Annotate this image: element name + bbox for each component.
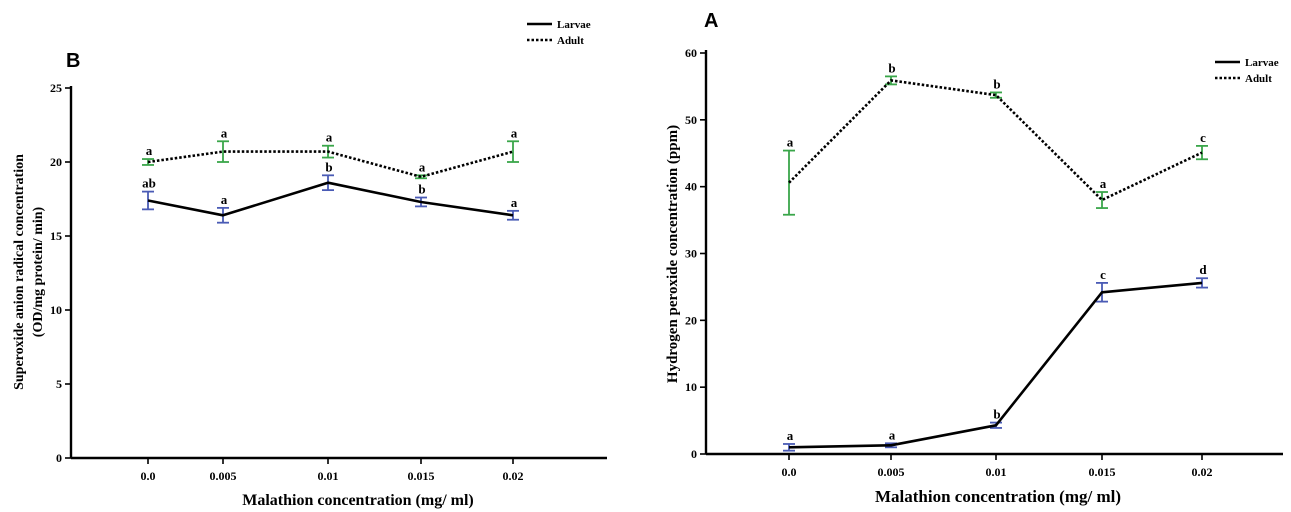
panel-a-x-ticks: 0.0 0.005 0.01 0.015 0.02 [782, 454, 1213, 479]
error-bar [142, 190, 154, 211]
significance-letter: b [993, 76, 1000, 91]
significance-letter: d [1199, 262, 1207, 277]
y-tick-label: 20 [50, 155, 62, 169]
y-tick-label: 25 [50, 81, 62, 95]
panel-b-y-ticks: 0 5 10 15 20 25 [50, 81, 71, 465]
panel-a-y-axis-title: Hydrogen peroxide concentration (ppm) [665, 125, 681, 383]
significance-letter: ab [142, 176, 156, 191]
x-tick-label: 0.02 [1192, 465, 1213, 479]
significance-letter: c [1200, 130, 1206, 145]
y-tick-label: 5 [56, 377, 62, 391]
panel-a-legend: Larvae Adult [1215, 57, 1279, 85]
panel-b-legend: Larvae Adult [527, 19, 591, 47]
y-tick-label: 50 [685, 113, 697, 127]
error-bar [990, 91, 1002, 99]
x-tick-label: 0.0 [141, 469, 156, 483]
series-adult: a b b a c [783, 60, 1208, 216]
significance-letter: a [419, 159, 426, 174]
panel-a-y-ticks: 0 10 20 30 40 50 60 [685, 46, 706, 461]
x-tick-label: 0.01 [318, 469, 339, 483]
error-bar [217, 140, 229, 163]
y-tick-label: 15 [50, 229, 62, 243]
y-tick-label: 20 [685, 313, 697, 327]
significance-letter: a [146, 143, 153, 158]
significance-letter: c [1100, 267, 1106, 282]
y-tick-label: 10 [685, 380, 697, 394]
significance-letter: a [787, 428, 794, 443]
series-line-adult [147, 150, 514, 179]
y-tick-label: 0 [56, 451, 62, 465]
error-bar [1096, 191, 1108, 209]
significance-letter: b [325, 159, 332, 174]
y-tick-label: 40 [685, 180, 697, 194]
panel-b-y-axis-title-line2: (OD/mg protein/ min) [31, 206, 46, 337]
panel-a-legend-label-larvae: Larvae [1245, 57, 1279, 69]
error-bar [1196, 144, 1208, 161]
x-tick-label: 0.015 [1089, 465, 1116, 479]
x-tick-label: 0.005 [878, 465, 905, 479]
significance-letter: a [511, 195, 518, 210]
significance-letter: a [1100, 176, 1107, 191]
y-tick-label: 0 [691, 447, 697, 461]
significance-letter: b [888, 60, 895, 75]
significance-letter: b [418, 182, 425, 197]
x-tick-label: 0.005 [210, 469, 237, 483]
series-line-larvae [788, 281, 1203, 449]
panel-a-legend-label-adult: Adult [1245, 73, 1272, 85]
significance-letter: a [511, 125, 518, 140]
error-bar [783, 443, 795, 452]
series-line-larvae [147, 181, 514, 217]
significance-letter: a [221, 125, 228, 140]
series-line-adult [788, 79, 1203, 202]
y-tick-label: 60 [685, 46, 697, 60]
significance-letter: a [787, 135, 794, 150]
x-tick-label: 0.02 [503, 469, 524, 483]
y-tick-label: 10 [50, 303, 62, 317]
panel-b-x-ticks: 0.0 0.005 0.01 0.015 0.02 [141, 458, 524, 483]
panel-b-legend-label-adult: Adult [557, 35, 584, 47]
significance-letter: a [221, 192, 228, 207]
x-tick-label: 0.015 [408, 469, 435, 483]
significance-letter: a [326, 130, 333, 145]
panel-b-superoxide-chart: B 0 5 10 15 20 25 0.0 0.005 0.01 0.015 0.02 Super… [12, 19, 607, 509]
panel-a-series-group: a a b c d a b b a c [783, 60, 1208, 452]
significance-letter: b [993, 407, 1000, 422]
panel-b-legend-label-larvae: Larvae [557, 19, 591, 31]
y-tick-label: 30 [685, 247, 697, 261]
panel-a-label: A [704, 10, 718, 32]
panel-b-label: B [66, 50, 80, 72]
panel-b-x-axis-title: Malathion concentration (mg/ ml) [242, 492, 474, 509]
panel-b-y-axis-title-line1: Superoxide anion radical concentration [12, 154, 27, 390]
x-tick-label: 0.0 [782, 465, 797, 479]
panel-a-x-axis-title: Malathion concentration (mg/ ml) [875, 487, 1121, 506]
error-bar [507, 140, 519, 163]
x-tick-label: 0.01 [986, 465, 1007, 479]
panel-a-hydrogen-peroxide-chart: A 0 10 20 30 40 50 60 0.0 0.005 0.01 0.015 0.02 Hy… [665, 10, 1283, 506]
significance-letter: a [889, 427, 896, 442]
series-adult: a a a a a [142, 125, 519, 180]
series-larvae: a a b c d [783, 262, 1208, 452]
